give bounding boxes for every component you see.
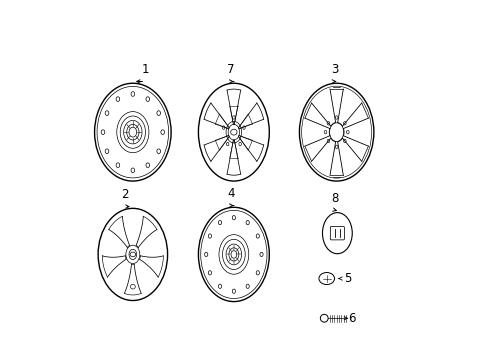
Text: 7: 7 bbox=[227, 63, 234, 76]
Text: 4: 4 bbox=[227, 187, 234, 200]
Text: 5: 5 bbox=[344, 272, 351, 285]
Text: 6: 6 bbox=[347, 312, 355, 325]
Text: 2: 2 bbox=[121, 188, 128, 201]
Text: 3: 3 bbox=[330, 63, 338, 76]
Text: 1: 1 bbox=[141, 63, 149, 76]
Text: 8: 8 bbox=[330, 192, 338, 205]
